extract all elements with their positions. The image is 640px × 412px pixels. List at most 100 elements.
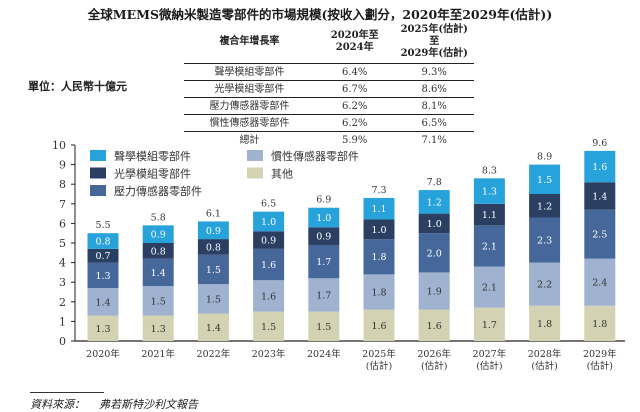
y-tick-label: 10 <box>52 139 66 152</box>
bar-segment-label: 1.2 <box>537 201 552 212</box>
bar-segment-label: 1.6 <box>592 162 607 173</box>
x-tick-label: 2024年 <box>307 348 341 360</box>
bar-total-label: 6.9 <box>316 195 331 206</box>
bar-segment <box>418 233 450 273</box>
x-tick-label: 2023年 <box>252 348 286 360</box>
y-tick-label: 2 <box>59 296 66 309</box>
cagr-table-row: 壓力傳感器零部件 6.2% 8.1% <box>184 98 474 115</box>
bar-segment <box>584 150 616 183</box>
bar-total-label: 5.8 <box>151 212 166 223</box>
bar-segment-label: 0.8 <box>151 246 166 257</box>
bar-segment <box>197 284 229 314</box>
bar-segment <box>584 182 616 210</box>
bar-segment-label: 1.5 <box>151 296 166 307</box>
bar-segment-label: 0.9 <box>151 230 166 241</box>
legend-swatch <box>90 167 106 179</box>
bar-segment-label: 1.2 <box>427 197 442 208</box>
bar-segment <box>363 309 395 341</box>
bar-segment <box>308 278 340 312</box>
x-tick-label: 2020年 <box>86 348 120 360</box>
bar-segment <box>418 213 450 234</box>
bar-total-label: 7.8 <box>427 177 442 188</box>
bar-segment-label: 1.6 <box>427 321 442 332</box>
bar-segment-label: 1.5 <box>206 265 221 276</box>
bar-segment-label: 1.4 <box>592 191 607 202</box>
bar-segment <box>197 254 229 285</box>
bar-segment <box>253 280 285 312</box>
bar-segment <box>308 227 340 245</box>
cagr-row-name: 總計 <box>239 134 260 146</box>
bar-segment <box>363 219 395 240</box>
bar-segment-label: 1.5 <box>206 294 221 305</box>
legend-label: 聲學模組零部件 <box>114 149 191 163</box>
bar-segment <box>529 194 561 218</box>
bar-segment <box>584 305 616 341</box>
x-tick-label: 2026年 <box>417 348 451 360</box>
bar-segment <box>418 309 450 341</box>
cagr-header-period-2-line2: 2029年(估計) <box>400 48 468 59</box>
bar-segment <box>308 244 340 279</box>
bar-segment <box>473 178 505 204</box>
bar-segment-label: 1.3 <box>95 324 110 335</box>
bar-segment-label: 2.4 <box>592 278 607 289</box>
x-tick-label: 2027年 <box>473 348 507 360</box>
x-tick-label: (估計) <box>531 360 557 372</box>
source-value: 弗若斯特沙利文報告 <box>99 398 198 411</box>
bar-segment <box>142 286 174 316</box>
legend-swatch <box>90 150 106 161</box>
x-tick-label: 2028年 <box>528 348 562 360</box>
bar-segment-label: 1.3 <box>95 271 110 282</box>
bar-segment-label: 1.7 <box>316 290 331 301</box>
bar-segment <box>308 207 340 228</box>
bar-segment <box>473 307 505 341</box>
bar-segment-label: 1.5 <box>261 322 276 333</box>
y-tick-label: 9 <box>59 159 66 172</box>
bar-segment <box>87 315 119 341</box>
cagr-row-name: 聲學模組零部件 <box>214 66 285 78</box>
bar-segment <box>418 190 450 214</box>
bar-total-label: 6.1 <box>206 208 221 219</box>
axes: 0 1 2 3 4 5 6 7 8 9 10 2020年 2021年 2022年 2023年 2024年 202… <box>52 139 625 372</box>
cagr-row-name: 光學模組零部件 <box>214 83 285 95</box>
cagr-row-value-1: 6.7% <box>341 83 368 95</box>
legend-label: 壓力傳感器零部件 <box>114 184 202 198</box>
x-tick-label: 2021年 <box>141 348 175 360</box>
cagr-table-row: 聲學模組零部件 6.4% 9.3% <box>184 64 474 81</box>
bar-segment-label: 1.6 <box>371 321 386 332</box>
cagr-row-value-1: 5.9% <box>341 134 368 146</box>
bar-segment-label: 2.1 <box>482 283 497 294</box>
bar-segment-label: 1.5 <box>316 322 331 333</box>
bar-segment <box>253 248 285 281</box>
y-tick-label: 1 <box>59 315 66 328</box>
bar-segment <box>87 248 119 263</box>
bar-segment-label: 1.0 <box>371 225 386 236</box>
bar-segment-label: 0.8 <box>95 237 110 248</box>
chart-title: 全球MEMS微納米製造零部件的市場規模(按收入劃分，2020年至2029年(估計… <box>87 7 553 22</box>
cagr-header-label: 複合年增長率 <box>219 36 280 47</box>
bar-segment-label: 1.6 <box>261 260 276 271</box>
bar-segment-label: 1.0 <box>316 213 331 224</box>
bar-segment-label: 0.9 <box>261 236 276 247</box>
bar-segment-label: 1.4 <box>151 268 166 279</box>
x-tick-label: (估計) <box>366 360 392 372</box>
legend-label: 其他 <box>271 168 293 181</box>
cagr-row-name: 慣性傳感器零部件 <box>209 117 290 129</box>
bar-segment <box>584 209 616 259</box>
bar-segment <box>529 262 561 306</box>
bar-segment <box>142 225 174 243</box>
x-tick-label: (估計) <box>476 360 502 372</box>
cagr-header-period-1-line1: 2020年至 <box>330 30 379 41</box>
cagr-row-name: 壓力傳感器零部件 <box>209 100 290 112</box>
cagr-row-value-2: 8.6% <box>421 83 447 95</box>
y-tick-label: 3 <box>59 276 66 289</box>
legend-label: 光學模組零部件 <box>114 167 191 181</box>
bar-segment-label: 2.3 <box>537 236 552 247</box>
bar-segment-label: 1.4 <box>206 323 221 334</box>
cagr-row-value-2: 7.1% <box>421 134 447 146</box>
cagr-row-value-1: 6.2% <box>341 117 368 129</box>
bar-segment-label: 1.0 <box>261 217 276 228</box>
bar-segment-label: 0.7 <box>95 251 110 262</box>
legend-swatch <box>90 185 106 196</box>
cagr-row-value-2: 9.3% <box>421 66 447 78</box>
